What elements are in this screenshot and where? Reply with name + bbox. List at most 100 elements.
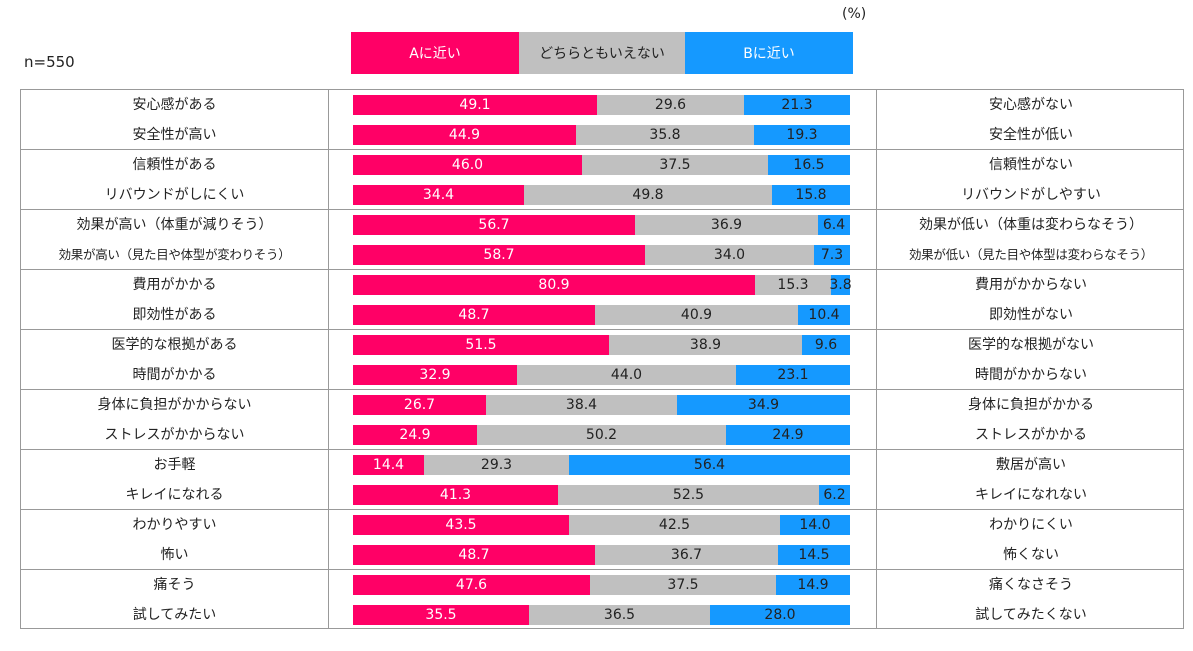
stacked-bar: 26.7 38.4 34.9 xyxy=(353,395,850,415)
stacked-bar: 14.4 29.3 56.4 xyxy=(353,455,850,475)
bar-segment-b: 56.4 xyxy=(569,455,850,475)
bar-segment-neutral: 29.6 xyxy=(597,95,744,115)
row-label-b: 試してみたくない xyxy=(975,607,1087,623)
row-label-b: わかりにくい xyxy=(989,517,1073,533)
table-row: 痛そう 47.6 37.5 14.9 痛くなさそう xyxy=(21,570,1183,600)
bar-segment-a: 26.7 xyxy=(353,395,486,415)
row-label-b: 効果が低い（体重は変わらなそう） xyxy=(919,217,1143,233)
row-label-b: 即効性がない xyxy=(989,307,1073,323)
bar-segment-b: 3.8 xyxy=(829,275,852,295)
bar-segment-neutral: 15.3 xyxy=(755,275,831,295)
bar-segment-b: 15.8 xyxy=(772,185,850,205)
stacked-bar: 41.3 52.5 6.2 xyxy=(353,485,850,505)
row-label-b: 身体に負担がかかる xyxy=(968,397,1094,413)
table-row: 医学的な根拠がある 51.5 38.9 9.6 医学的な根拠がない xyxy=(21,330,1183,360)
table-row: 信頼性がある 46.0 37.5 16.5 信頼性がない xyxy=(21,150,1183,180)
column-divider-right xyxy=(876,90,877,628)
bar-segment-b: 23.1 xyxy=(736,365,850,385)
bar-segment-a: 48.7 xyxy=(353,545,595,565)
bar-segment-b: 6.4 xyxy=(818,215,850,235)
bar-segment-neutral: 44.0 xyxy=(517,365,736,385)
table-row: 安心感がある 49.1 29.6 21.3 安心感がない xyxy=(21,90,1183,120)
bar-segment-b: 7.3 xyxy=(814,245,850,265)
table-row: 効果が高い（見た目や体型が変わりそう） 58.7 34.0 7.3 効果が低い（見た目や… xyxy=(21,240,1183,270)
bar-segment-a: 44.9 xyxy=(353,125,576,145)
legend-item-neutral: どちらともいえない xyxy=(519,32,685,74)
stacked-bar: 48.7 36.7 14.5 xyxy=(353,545,850,565)
legend-item-b: Bに近い xyxy=(685,32,853,74)
row-label-a: 身体に負担がかからない xyxy=(97,397,252,413)
table-row: 時間がかかる 32.9 44.0 23.1 時間がかからない xyxy=(21,360,1183,390)
row-label-a: 医学的な根拠がある xyxy=(111,337,238,353)
row-label-a: 時間がかかる xyxy=(132,367,217,383)
bar-segment-b: 34.9 xyxy=(677,395,850,415)
row-label-a: 費用がかかる xyxy=(132,277,217,293)
bar-segment-a: 24.9 xyxy=(353,425,477,445)
table-row: 安全性が高い 44.9 35.8 19.3 安全性が低い xyxy=(21,120,1183,150)
bar-segment-b: 19.3 xyxy=(754,125,850,145)
bar-segment-a: 80.9 xyxy=(353,275,755,295)
bar-segment-neutral: 38.9 xyxy=(609,335,802,355)
bar-segment-b: 14.9 xyxy=(776,575,850,595)
stacked-bar: 34.4 49.8 15.8 xyxy=(353,185,850,205)
table-row: 試してみたい 35.5 36.5 28.0 試してみたくない xyxy=(21,600,1183,630)
unit-label: (%) xyxy=(842,6,867,22)
stacked-bar: 47.6 37.5 14.9 xyxy=(353,575,850,595)
stacked-bar: 51.5 38.9 9.6 xyxy=(353,335,850,355)
bar-segment-b: 14.5 xyxy=(778,545,850,565)
table-row: リバウンドがしにくい 34.4 49.8 15.8 リバウンドがしやすい xyxy=(21,180,1183,210)
row-label-a: 即効性がある xyxy=(132,307,217,323)
table-row: 即効性がある 48.7 40.9 10.4 即効性がない xyxy=(21,300,1183,330)
row-label-a: 効果が高い（体重が減りそう） xyxy=(76,217,273,233)
chart-table: 安心感がある 49.1 29.6 21.3 安心感がない 安全性が高い 44.9 35.8 19… xyxy=(20,89,1184,629)
stacked-bar: 24.9 50.2 24.9 xyxy=(353,425,850,445)
bar-segment-b: 10.4 xyxy=(798,305,850,325)
stacked-bar: 56.7 36.9 6.4 xyxy=(353,215,850,235)
bar-segment-a: 49.1 xyxy=(353,95,597,115)
bar-segment-a: 48.7 xyxy=(353,305,595,325)
stacked-bar: 44.9 35.8 19.3 xyxy=(353,125,850,145)
row-label-a: 安心感がある xyxy=(132,97,217,113)
bar-segment-neutral: 42.5 xyxy=(569,515,780,535)
row-label-a: お手軽 xyxy=(153,457,196,473)
bar-segment-neutral: 36.5 xyxy=(529,605,710,625)
table-row: キレイになれる 41.3 52.5 6.2 キレイになれない xyxy=(21,480,1183,510)
bar-segment-a: 41.3 xyxy=(353,485,558,505)
bar-segment-a: 14.4 xyxy=(353,455,424,475)
row-label-b: 安全性が低い xyxy=(989,127,1073,143)
row-label-a: キレイになれる xyxy=(125,487,224,503)
bar-segment-b: 21.3 xyxy=(744,95,850,115)
bar-segment-neutral: 36.9 xyxy=(635,215,818,235)
row-label-b: 時間がかからない xyxy=(975,367,1087,383)
row-label-b: 安心感がない xyxy=(989,97,1073,113)
bar-segment-a: 34.4 xyxy=(353,185,524,205)
bar-segment-b: 14.0 xyxy=(780,515,850,535)
stacked-bar: 32.9 44.0 23.1 xyxy=(353,365,850,385)
table-row: お手軽 14.4 29.3 56.4 敷居が高い xyxy=(21,450,1183,480)
bar-segment-b: 16.5 xyxy=(768,155,850,175)
bar-segment-neutral: 38.4 xyxy=(486,395,677,415)
column-divider-left xyxy=(328,90,329,628)
sample-size-label: n=550 xyxy=(24,53,75,71)
row-label-b: 費用がかからない xyxy=(975,277,1087,293)
table-row: 身体に負担がかからない 26.7 38.4 34.9 身体に負担がかかる xyxy=(21,390,1183,420)
row-label-a: リバウンドがしにくい xyxy=(104,187,245,203)
legend: Aに近い どちらともいえない Bに近い xyxy=(351,32,853,74)
stacked-bar: 43.5 42.5 14.0 xyxy=(353,515,850,535)
row-label-b: キレイになれない xyxy=(975,487,1087,503)
row-label-b: 痛くなさそう xyxy=(989,577,1073,593)
legend-item-a: Aに近い xyxy=(351,32,519,74)
row-label-a: 効果が高い（見た目や体型が変わりそう） xyxy=(58,247,291,262)
table-row: 怖い 48.7 36.7 14.5 怖くない xyxy=(21,540,1183,570)
row-label-a: 信頼性がある xyxy=(132,157,217,173)
row-label-a: 試してみたい xyxy=(132,607,217,623)
bar-segment-neutral: 34.0 xyxy=(645,245,814,265)
row-label-b: 効果が低い（見た目や体型は変わらなそう） xyxy=(908,247,1153,262)
bar-segment-neutral: 40.9 xyxy=(595,305,798,325)
bar-segment-b: 6.2 xyxy=(819,485,850,505)
bar-segment-neutral: 35.8 xyxy=(576,125,754,145)
bar-segment-neutral: 36.7 xyxy=(595,545,778,565)
stacked-bar: 46.0 37.5 16.5 xyxy=(353,155,850,175)
table-row: ストレスがかからない 24.9 50.2 24.9 ストレスがかかる xyxy=(21,420,1183,450)
table-row: 効果が高い（体重が減りそう） 56.7 36.9 6.4 効果が低い（体重は変わらなそう… xyxy=(21,210,1183,240)
